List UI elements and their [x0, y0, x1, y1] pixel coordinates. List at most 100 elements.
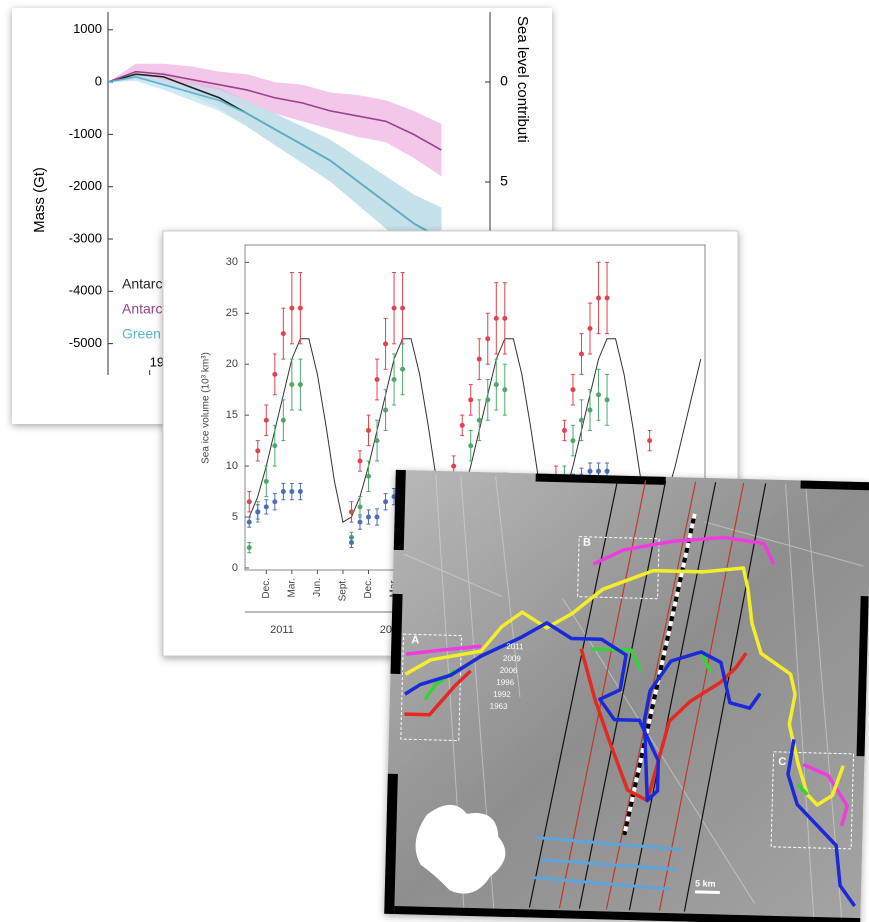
- y2-tick-label: 5: [500, 173, 508, 189]
- map-labels: A B C 5 km: [411, 537, 786, 889]
- data-point: [502, 315, 508, 321]
- y-tick-label: -3000: [69, 230, 102, 245]
- y-tick-label: 30: [226, 256, 238, 268]
- data-point: [297, 305, 303, 311]
- data-point: [604, 468, 610, 474]
- y-tick-label: 0: [232, 562, 238, 574]
- data-point: [366, 427, 372, 433]
- data-point: [451, 463, 457, 469]
- data-point: [246, 545, 252, 551]
- data-point: [493, 382, 499, 388]
- data-point: [502, 387, 508, 393]
- line-year-labels: 2011 2009 2006 1996 1992 1963: [490, 642, 525, 711]
- line-year-label: 2011: [506, 642, 524, 651]
- line-year-label: 1996: [496, 678, 515, 687]
- grounding-lines: [404, 535, 857, 908]
- x-tick-label: Sept.: [338, 578, 349, 601]
- y-tick-label: -4000: [69, 283, 102, 298]
- data-point: [263, 504, 269, 510]
- data-point: [604, 295, 610, 301]
- data-point: [587, 468, 593, 474]
- data-point: [459, 422, 465, 428]
- data-point: [297, 489, 303, 495]
- legend-entry: Green: [122, 326, 161, 342]
- data-point: [596, 392, 602, 398]
- data-point: [366, 473, 372, 479]
- y2-tick-label: 0: [500, 73, 508, 89]
- legend-entry: Antarc: [122, 276, 162, 292]
- data-point: [289, 489, 295, 495]
- data-point: [272, 371, 278, 377]
- y-tick-label: 20: [226, 358, 238, 370]
- data-point: [374, 376, 380, 382]
- data-point: [255, 509, 261, 515]
- y-axis-title: Mass (Gt): [31, 167, 48, 233]
- data-point: [357, 458, 363, 464]
- data-point: [289, 305, 295, 311]
- box-label: B: [583, 537, 591, 549]
- x-tick-label: Jun.: [312, 578, 323, 597]
- data-point: [289, 382, 295, 388]
- data-point: [400, 305, 406, 311]
- data-point: [280, 331, 286, 337]
- data-point: [587, 326, 593, 332]
- data-point: [272, 499, 278, 505]
- data-point: [263, 417, 269, 423]
- data-point: [468, 397, 474, 403]
- data-point: [476, 356, 482, 362]
- data-point: [374, 514, 380, 520]
- data-point: [246, 499, 252, 505]
- data-point: [493, 315, 499, 321]
- data-point: [374, 438, 380, 444]
- data-point: [383, 341, 389, 347]
- data-point: [561, 427, 567, 433]
- data-point: [596, 468, 602, 474]
- x-tick-label: 19: [150, 354, 164, 369]
- year-label: 2011: [270, 624, 294, 636]
- data-point: [357, 519, 363, 525]
- series-line: [108, 76, 442, 240]
- data-point: [280, 489, 286, 495]
- scale-bars: [533, 836, 682, 891]
- data-point: [485, 397, 491, 403]
- data-point: [246, 519, 252, 525]
- uncertainty-band: [108, 72, 442, 271]
- data-point: [366, 514, 372, 520]
- data-point: [255, 448, 261, 454]
- map-image: [384, 469, 869, 922]
- map-card: A B C 5 km 2011 2009 2006 1996 1992 1963: [384, 469, 869, 922]
- data-point: [263, 478, 269, 484]
- data-point: [383, 499, 389, 505]
- x-tick-label: Mar.: [286, 578, 297, 597]
- y-tick-label: 0: [95, 74, 102, 89]
- data-point: [400, 366, 406, 372]
- data-point: [280, 417, 286, 423]
- map-frame: [384, 469, 869, 922]
- data-point: [570, 387, 576, 393]
- data-point: [596, 295, 602, 301]
- data-point: [383, 407, 389, 413]
- data-point: [604, 397, 610, 403]
- y-tick-label: 15: [226, 409, 238, 421]
- data-point: [272, 443, 278, 449]
- line-year-label: 2009: [503, 654, 522, 663]
- x-tick-label: Dec.: [261, 578, 272, 599]
- antarctica-inset: [415, 804, 506, 894]
- y2-axis-title: Sea level contributi: [514, 16, 531, 143]
- x-tick-label: Dec.: [363, 578, 374, 599]
- legend-entry: Antarc: [122, 301, 162, 317]
- data-point: [578, 417, 584, 423]
- data-point: [570, 438, 576, 444]
- line-year-label: 2006: [500, 666, 519, 675]
- y-tick-label: 5: [232, 511, 238, 523]
- data-point: [476, 417, 482, 423]
- plot-area: [108, 63, 442, 271]
- inset-boxes: [400, 536, 855, 850]
- data-point: [297, 382, 303, 388]
- scale-bar: [694, 890, 720, 894]
- y-tick-label: -1000: [69, 126, 102, 141]
- data-point: [348, 539, 354, 545]
- scale-label: 5 km: [695, 878, 716, 889]
